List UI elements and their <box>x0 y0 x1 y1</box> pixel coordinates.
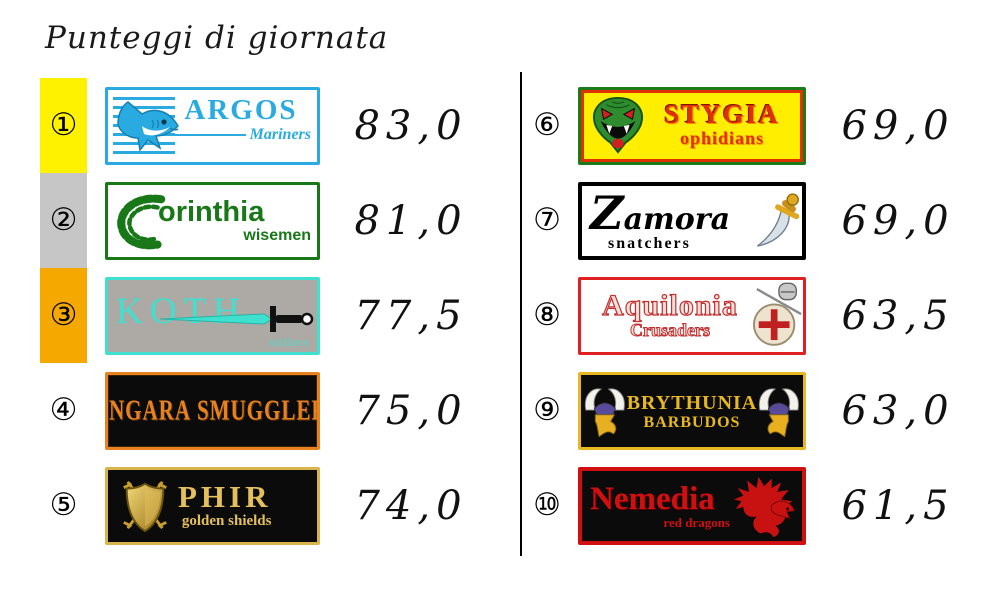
underline-rule <box>171 134 246 137</box>
corinthia-wordmark: orinthia wisemen <box>158 197 311 244</box>
rank-number: ④ <box>49 392 78 428</box>
team-score: 77,5 <box>354 292 468 339</box>
team-name: Nemedia <box>590 480 715 517</box>
left-column: ① ARGOS Mariners <box>40 78 502 553</box>
team-nickname: SMUGGLERS <box>197 393 317 427</box>
team-logo-koth: KOTH stillers <box>105 276 320 355</box>
viking-head-icon <box>584 387 625 437</box>
team-score: 69,0 <box>841 197 955 244</box>
nemedia-wordmark: Nemedia red dragons <box>590 480 732 530</box>
team-name: Aquilonia <box>602 288 738 322</box>
team-nickname: Mariners <box>249 126 311 144</box>
team-score: 81,0 <box>354 197 468 244</box>
argos-wordmark: ARGOS Mariners <box>171 93 311 145</box>
team-nickname: Crusaders <box>630 319 711 340</box>
team-name: ZINGARA <box>108 393 191 427</box>
sword-icon <box>160 305 314 332</box>
team-nickname: ophidians <box>679 128 765 149</box>
team-nickname: red dragons <box>663 514 730 530</box>
team-name: Zamora <box>590 185 731 240</box>
team-logo-aquilonia: Aquilonia Crusaders <box>578 276 806 355</box>
laurel-wreath-icon <box>117 194 166 249</box>
stygia-wordmark: STYGIA ophidians <box>647 101 803 150</box>
team-nickname: snatchers <box>608 234 691 252</box>
rank-badge-gold: ① <box>40 78 87 173</box>
team-logo-phir: PHIR golden shields <box>105 466 320 545</box>
team-name: ARGOS <box>184 93 298 126</box>
team-name: orinthia <box>158 196 265 229</box>
rank-badge: ⑨ <box>528 363 566 458</box>
shark-icon <box>117 100 179 152</box>
team-row-corinthia: ② orinthia wisemen 81,0 <box>40 173 502 268</box>
aquilonia-wordmark: Aquilonia Crusaders <box>587 288 753 341</box>
rank-number: ① <box>49 107 78 143</box>
rank-badge: ④ <box>40 363 87 458</box>
team-score: 69,0 <box>841 102 955 149</box>
team-score: 61,5 <box>841 482 955 529</box>
rank-number: ② <box>49 202 78 238</box>
rank-number: ⑩ <box>533 487 561 523</box>
team-logo-nemedia: Nemedia red dragons <box>578 466 806 545</box>
rank-number: ⑦ <box>533 202 561 238</box>
team-nickname: wisemen <box>243 226 311 244</box>
snake-head-icon <box>593 96 643 154</box>
rank-badge: ⑩ <box>528 458 566 553</box>
rank-badge: ⑧ <box>528 268 566 363</box>
rank-number: ⑥ <box>533 107 561 143</box>
column-divider <box>520 72 522 556</box>
team-row-nemedia: ⑩ Nemedia red dragons 61,5 <box>528 458 990 553</box>
team-nickname: stillers <box>269 334 309 349</box>
rank-number: ③ <box>49 297 78 333</box>
rank-badge: ⑥ <box>528 78 566 173</box>
rank-number: ⑨ <box>533 392 561 428</box>
rank-number: ⑧ <box>533 297 561 333</box>
team-score: 83,0 <box>354 102 468 149</box>
page-title: Punteggi di giornata <box>45 20 389 56</box>
team-logo-argos: ARGOS Mariners <box>105 86 320 165</box>
phir-wordmark: PHIR golden shields <box>178 481 272 530</box>
team-name: BRYTHUNIA <box>626 391 758 414</box>
rank-number: ⑤ <box>49 487 78 523</box>
rank-badge: ⑤ <box>40 458 87 553</box>
shield-swords-icon <box>123 480 167 532</box>
team-row-brythunia: ⑨ BRYTHUNIA BARBUDOS <box>528 363 990 458</box>
team-nickname: golden shields <box>181 513 272 529</box>
brythunia-wordmark: BRYTHUNIA BARBUDOS <box>627 391 758 431</box>
rank-badge-silver: ② <box>40 173 87 268</box>
team-row-koth: ③ KOTH stillers 77,5 <box>40 268 502 363</box>
rank-badge: ⑦ <box>528 173 566 268</box>
team-logo-zingara: ZINGARA SMUGGLERS <box>105 371 320 450</box>
team-row-stygia: ⑥ STYGIA ophidians 69,0 <box>528 78 990 173</box>
team-name: STYGIA <box>664 99 780 130</box>
right-column: ⑥ STYGIA ophidians 69,0 <box>528 78 990 553</box>
rank-badge-bronze: ③ <box>40 268 87 363</box>
red-dragon-icon <box>733 476 795 537</box>
team-row-zamora: ⑦ Zamora snatchers 69,0 <box>528 173 990 268</box>
team-logo-stygia: STYGIA ophidians <box>578 86 806 165</box>
team-logo-corinthia: orinthia wisemen <box>105 181 320 260</box>
team-logo-brythunia: BRYTHUNIA BARBUDOS <box>578 371 806 450</box>
zamora-wordmark: Zamora snatchers <box>590 185 750 252</box>
team-row-argos: ① ARGOS Mariners <box>40 78 502 173</box>
team-name: PHIR <box>178 479 272 514</box>
team-score: 75,0 <box>354 387 468 434</box>
team-name: KOTH <box>116 291 247 332</box>
team-row-zingara: ④ ZINGARA SMUGGLERS 75,0 <box>40 363 502 458</box>
team-score: 74,0 <box>354 482 468 529</box>
crusader-knight-icon <box>753 282 802 346</box>
team-nickname: BARBUDOS <box>643 413 741 431</box>
team-score: 63,0 <box>841 387 955 434</box>
viking-head-icon <box>759 387 800 437</box>
team-row-phir: ⑤ PHIR golden shields 74,0 <box>40 458 502 553</box>
dagger-icon <box>757 192 800 247</box>
team-row-aquilonia: ⑧ Aquilonia Crusaders 63,5 <box>528 268 990 363</box>
team-logo-zamora: Zamora snatchers <box>578 181 806 260</box>
team-score: 63,5 <box>841 292 955 339</box>
